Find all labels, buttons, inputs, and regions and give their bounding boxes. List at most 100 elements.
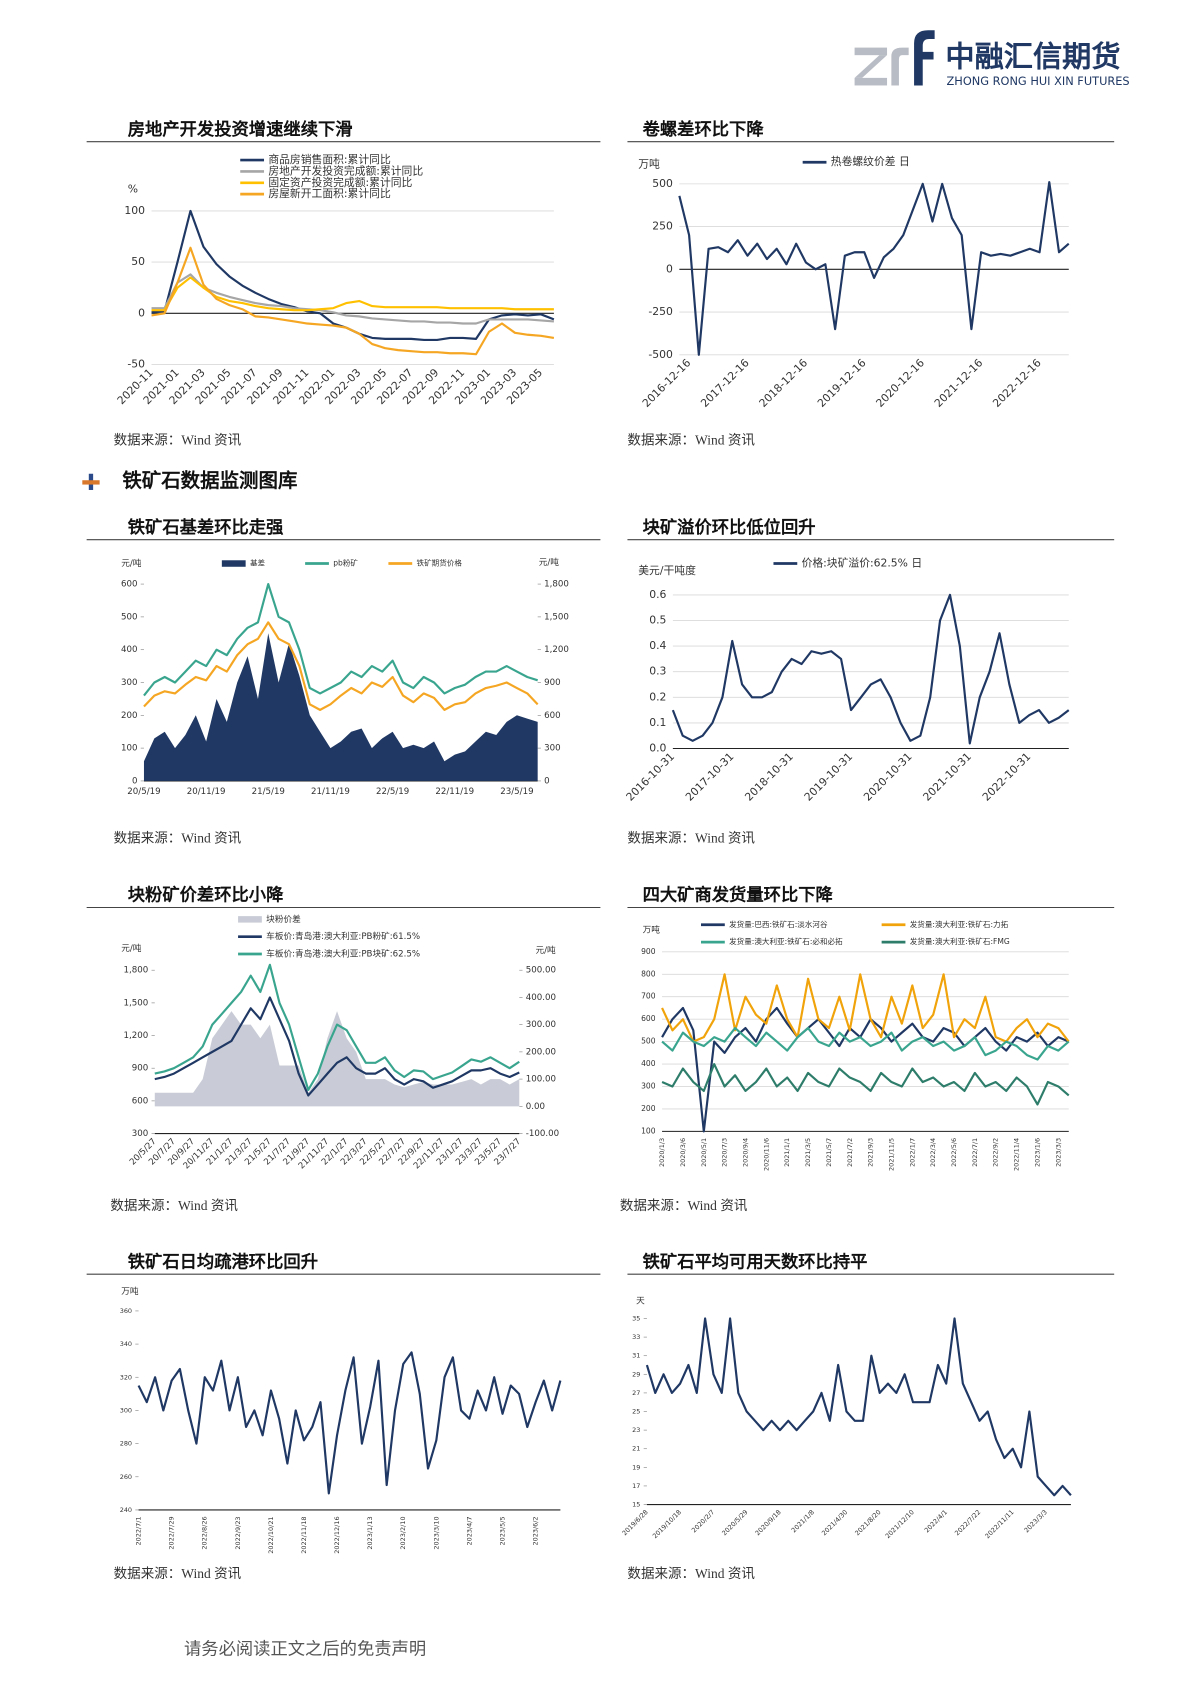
y2-tick-label: 500.00 [526,966,556,976]
y2-tick-label: 600 [544,711,561,721]
x-tick-label: 2020/11/6 [762,1138,770,1171]
x-tick-label: 2021/4/30 [820,1508,849,1537]
x-tick-label: 2022/1/7 [908,1138,916,1167]
line [678,181,1070,356]
company-name-en: ZHONG RONG HUI XIN FUTURES [947,74,1130,88]
legend-label: 车板价:青岛港:澳大利亚:PB块矿:62.5% [266,947,420,959]
chart-title: 铁矿石基差环比走强 [128,517,284,537]
x-tick-label: 2019/6/28 [621,1508,650,1537]
line [661,1006,1070,1133]
legend-swatch [221,560,246,567]
y-tick-label: 300 [120,1406,132,1414]
x-tick-label: 2022/11/11 [984,1508,1016,1540]
line [151,209,555,342]
logo-shape [891,47,909,86]
x-tick-label: 2017-12-16 [698,356,752,410]
x-tick-label: 2021/5/7 [825,1138,833,1167]
y-tick-label: -50 [127,358,145,371]
y2-tick-label: 0.00 [526,1102,545,1112]
y-tick-label: 900 [641,947,656,956]
legend-label: 发货量:澳大利亚:铁矿石:必和必拓 [729,936,843,946]
legend-label: 发货量:澳大利亚:铁矿石:力拓 [910,919,1009,929]
area [143,633,538,781]
x-tick-label: 2021/8/20 [853,1508,882,1537]
y2-tick-label: 900 [544,678,561,688]
logo-shape [854,77,888,86]
x-tick-label: 22/11/19 [435,787,474,797]
y-tick-label: 50 [131,255,145,268]
legend-label: pb粉矿 [333,558,358,568]
x-tick-label: 2023/3/3 [1054,1138,1062,1167]
y-tick-label: 250 [652,220,673,233]
source-note: 数据来源：Wind 资讯 [627,830,755,845]
source-note: 数据来源：Wind 资讯 [114,432,242,447]
legend-label: 发货量:巴西:铁矿石:淡水河谷 [729,919,828,929]
line [661,973,1070,1043]
line [671,593,1070,745]
line [645,1317,1072,1497]
y-tick-label: 23 [632,1426,640,1434]
source-note: 数据来源：Wind 资讯 [114,1566,242,1581]
x-tick-label: 2020/9/18 [754,1508,783,1537]
x-tick-label: 2020-10-31 [861,750,915,804]
x-tick-label: 2020-12-16 [873,356,927,410]
x-tick-label: 2021/7/2 [846,1138,854,1167]
x-tick-label: 2020/2/7 [690,1508,716,1534]
y2-tick-label: 200.00 [526,1047,556,1057]
line [151,276,554,312]
line [154,996,520,1097]
x-tick-label: 2023/1/6 [1033,1138,1041,1167]
line [661,1063,1070,1106]
source-note: 数据来源：Wind 资讯 [114,830,242,845]
y-axis-label: 万吨 [643,924,661,936]
chart-title: 块矿溢价环比低位回升 [643,517,816,537]
x-tick-label: 2023/5/5 [498,1516,506,1545]
y-tick-label: 0.6 [649,588,666,601]
y-tick-label: 0.2 [649,690,666,703]
legend-label: 固定资产投资完成额:累计同比 [268,175,412,189]
source-note: 数据来源：Wind 资讯 [620,1198,748,1213]
y-tick-label: 500 [641,1037,656,1046]
y-tick-label: 900 [132,1064,149,1074]
x-tick-label: 2020/1/3 [658,1138,666,1167]
y-tick-label: 500 [121,612,138,622]
y-tick-label: 17 [632,1482,640,1490]
legend-label: 发货量:澳大利亚:铁矿石:FMG [910,936,1010,946]
y-tick-label: -500 [648,348,673,361]
y2-tick-label: 0 [544,776,549,786]
x-tick-label: 2022/7/1 [971,1138,979,1167]
x-tick-label: 2016-10-31 [624,750,678,804]
y-tick-label: 27 [632,1389,640,1397]
y-tick-label: -250 [648,305,673,318]
x-tick-label: 2021/1/8 [790,1508,816,1534]
y-tick-label: 0 [666,262,673,275]
x-tick-label: 21/5/19 [252,787,285,797]
legend-label: 热卷螺纹价差 日 [831,154,910,168]
chart-title: 卷螺差环比下降 [642,119,765,139]
y-axis-label: 元/吨 [121,557,142,569]
y-tick-label: 400 [641,1059,656,1068]
x-tick-label: 2023/4/7 [465,1516,473,1545]
y-tick-label: 280 [120,1440,132,1448]
y-tick-label: 1,800 [124,966,149,976]
y-tick-label: 600 [121,580,138,590]
x-tick-label: 2022/10/21 [267,1516,275,1553]
x-tick-label: 2023/6/2 [532,1516,540,1545]
y-tick-label: 400 [121,645,138,655]
x-tick-label: 20/5/19 [127,787,160,797]
x-tick-label: 2021/12/10 [884,1508,916,1540]
y-tick-label: 0.0 [649,741,666,754]
y-tick-label: 15 [632,1501,640,1509]
x-tick-label: 2023/3/3 [1023,1508,1049,1534]
y-axis-label: 美元/干吨度 [638,563,696,577]
legend-label: 房地产开发投资完成额:累计同比 [268,163,423,177]
y-tick-label: 0.4 [649,639,666,652]
x-tick-label: 2023/2/10 [399,1516,407,1549]
y-tick-label: 33 [632,1333,640,1341]
y-axis-label: 万吨 [638,157,660,170]
y2-tick-label: 300.00 [526,1020,556,1030]
chart-title: 房地产开发投资增速继续下滑 [128,119,353,139]
line [151,246,555,356]
x-tick-label: 2022/7/22 [953,1508,982,1537]
y-tick-label: 1,200 [124,1031,149,1041]
